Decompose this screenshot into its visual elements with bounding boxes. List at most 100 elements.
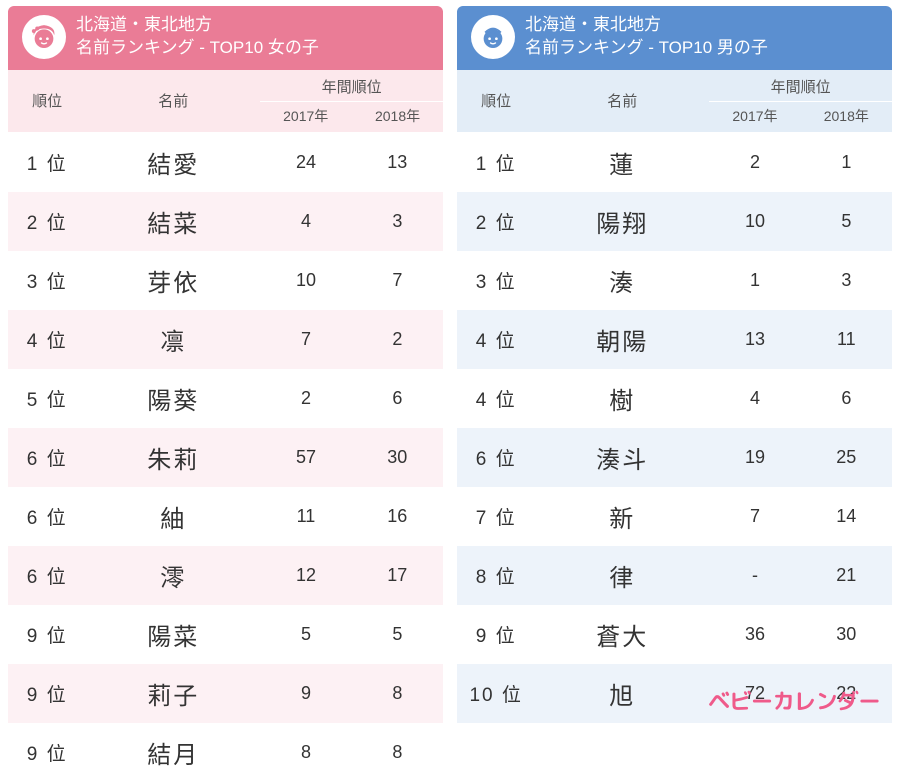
cell-2017: 1 <box>709 251 800 310</box>
cell-2018: 1 <box>801 132 892 192</box>
cell-name: 蒼大 <box>535 605 709 664</box>
table-row: 5 位陽葵26 <box>8 369 443 428</box>
col-year-group: 年間順位 <box>709 70 892 102</box>
cell-name: 陽葵 <box>86 369 260 428</box>
cell-name: 新 <box>535 487 709 546</box>
cell-2017: 12 <box>260 546 351 605</box>
table-row: 4 位凛72 <box>8 310 443 369</box>
table-row: 9 位莉子98 <box>8 664 443 723</box>
cell-rank: 2 位 <box>457 192 535 251</box>
cell-name: 紬 <box>86 487 260 546</box>
col-year-group: 年間順位 <box>260 70 443 102</box>
girls-region: 北海道・東北地方 <box>76 14 319 37</box>
cell-2018: 11 <box>801 310 892 369</box>
cell-2017: 4 <box>709 369 800 428</box>
cell-2018: 30 <box>801 605 892 664</box>
cell-2017: 19 <box>709 428 800 487</box>
cell-2018: 8 <box>352 723 443 782</box>
cell-name: 芽依 <box>86 251 260 310</box>
col-2017: 2017年 <box>709 101 800 132</box>
cell-name: 結菜 <box>86 192 260 251</box>
col-2018: 2018年 <box>352 101 443 132</box>
table-row: 9 位陽菜55 <box>8 605 443 664</box>
col-rank: 順位 <box>457 70 535 133</box>
cell-2018: 6 <box>801 369 892 428</box>
cell-rank: 6 位 <box>8 428 86 487</box>
cell-rank: 1 位 <box>457 132 535 192</box>
table-row: 6 位朱莉5730 <box>8 428 443 487</box>
cell-rank: 2 位 <box>8 192 86 251</box>
cell-rank: 1 位 <box>8 132 86 192</box>
cell-2017: 13 <box>709 310 800 369</box>
cell-name: 陽菜 <box>86 605 260 664</box>
cell-2018: 5 <box>352 605 443 664</box>
girl-icon <box>22 15 66 59</box>
cell-2017: 4 <box>260 192 351 251</box>
table-row: 4 位樹46 <box>457 369 892 428</box>
table-row: 6 位紬1116 <box>8 487 443 546</box>
cell-2017: 8 <box>260 723 351 782</box>
cell-name: 湊 <box>535 251 709 310</box>
table-row: 1 位蓮21 <box>457 132 892 192</box>
cell-name: 結愛 <box>86 132 260 192</box>
girls-title: 名前ランキング - TOP10 女の子 <box>76 37 319 60</box>
cell-name: 樹 <box>535 369 709 428</box>
cell-rank: 6 位 <box>457 428 535 487</box>
cell-2018: 25 <box>801 428 892 487</box>
cell-rank: 9 位 <box>8 723 86 782</box>
table-row: 7 位新714 <box>457 487 892 546</box>
cell-2017: 10 <box>709 192 800 251</box>
table-row: 2 位陽翔105 <box>457 192 892 251</box>
cell-2018: 3 <box>352 192 443 251</box>
cell-2017: 10 <box>260 251 351 310</box>
cell-rank: 8 位 <box>457 546 535 605</box>
cell-name: 朱莉 <box>86 428 260 487</box>
cell-rank: 6 位 <box>8 546 86 605</box>
cell-rank: 9 位 <box>457 605 535 664</box>
cell-name: 律 <box>535 546 709 605</box>
cell-2017: 24 <box>260 132 351 192</box>
cell-2018: 6 <box>352 369 443 428</box>
cell-rank: 3 位 <box>8 251 86 310</box>
cell-rank: 4 位 <box>8 310 86 369</box>
cell-2017: 7 <box>709 487 800 546</box>
cell-2018: 16 <box>352 487 443 546</box>
table-row: 6 位澪1217 <box>8 546 443 605</box>
cell-name: 結月 <box>86 723 260 782</box>
table-row: 9 位結月88 <box>8 723 443 782</box>
cell-name: 朝陽 <box>535 310 709 369</box>
cell-rank: 5 位 <box>8 369 86 428</box>
cell-2018: 14 <box>801 487 892 546</box>
ranking-wrap: 北海道・東北地方 名前ランキング - TOP10 女の子 順位 名前 年間順位 … <box>8 6 892 782</box>
col-2018: 2018年 <box>801 101 892 132</box>
col-name: 名前 <box>86 70 260 133</box>
cell-rank: 9 位 <box>8 664 86 723</box>
brand-logo: ベビーカレンダー <box>708 685 880 718</box>
cell-2017: 2 <box>260 369 351 428</box>
cell-2018: 5 <box>801 192 892 251</box>
cell-rank: 6 位 <box>8 487 86 546</box>
cell-2017: 9 <box>260 664 351 723</box>
table-row: 8 位律-21 <box>457 546 892 605</box>
cell-name: 蓮 <box>535 132 709 192</box>
cell-rank: 4 位 <box>457 369 535 428</box>
col-name: 名前 <box>535 70 709 133</box>
cell-rank: 4 位 <box>457 310 535 369</box>
boys-title: 名前ランキング - TOP10 男の子 <box>525 37 768 60</box>
cell-name: 湊斗 <box>535 428 709 487</box>
girls-panel: 北海道・東北地方 名前ランキング - TOP10 女の子 順位 名前 年間順位 … <box>8 6 443 782</box>
cell-name: 旭 <box>535 664 709 723</box>
table-row: 2 位結菜43 <box>8 192 443 251</box>
col-rank: 順位 <box>8 70 86 133</box>
cell-2017: 7 <box>260 310 351 369</box>
cell-2017: 36 <box>709 605 800 664</box>
cell-2017: 5 <box>260 605 351 664</box>
girls-title-block: 北海道・東北地方 名前ランキング - TOP10 女の子 <box>76 14 319 60</box>
cell-2018: 2 <box>352 310 443 369</box>
cell-2018: 7 <box>352 251 443 310</box>
cell-2018: 21 <box>801 546 892 605</box>
cell-2017: - <box>709 546 800 605</box>
table-row: 3 位湊13 <box>457 251 892 310</box>
cell-name: 陽翔 <box>535 192 709 251</box>
table-row: 1 位結愛2413 <box>8 132 443 192</box>
